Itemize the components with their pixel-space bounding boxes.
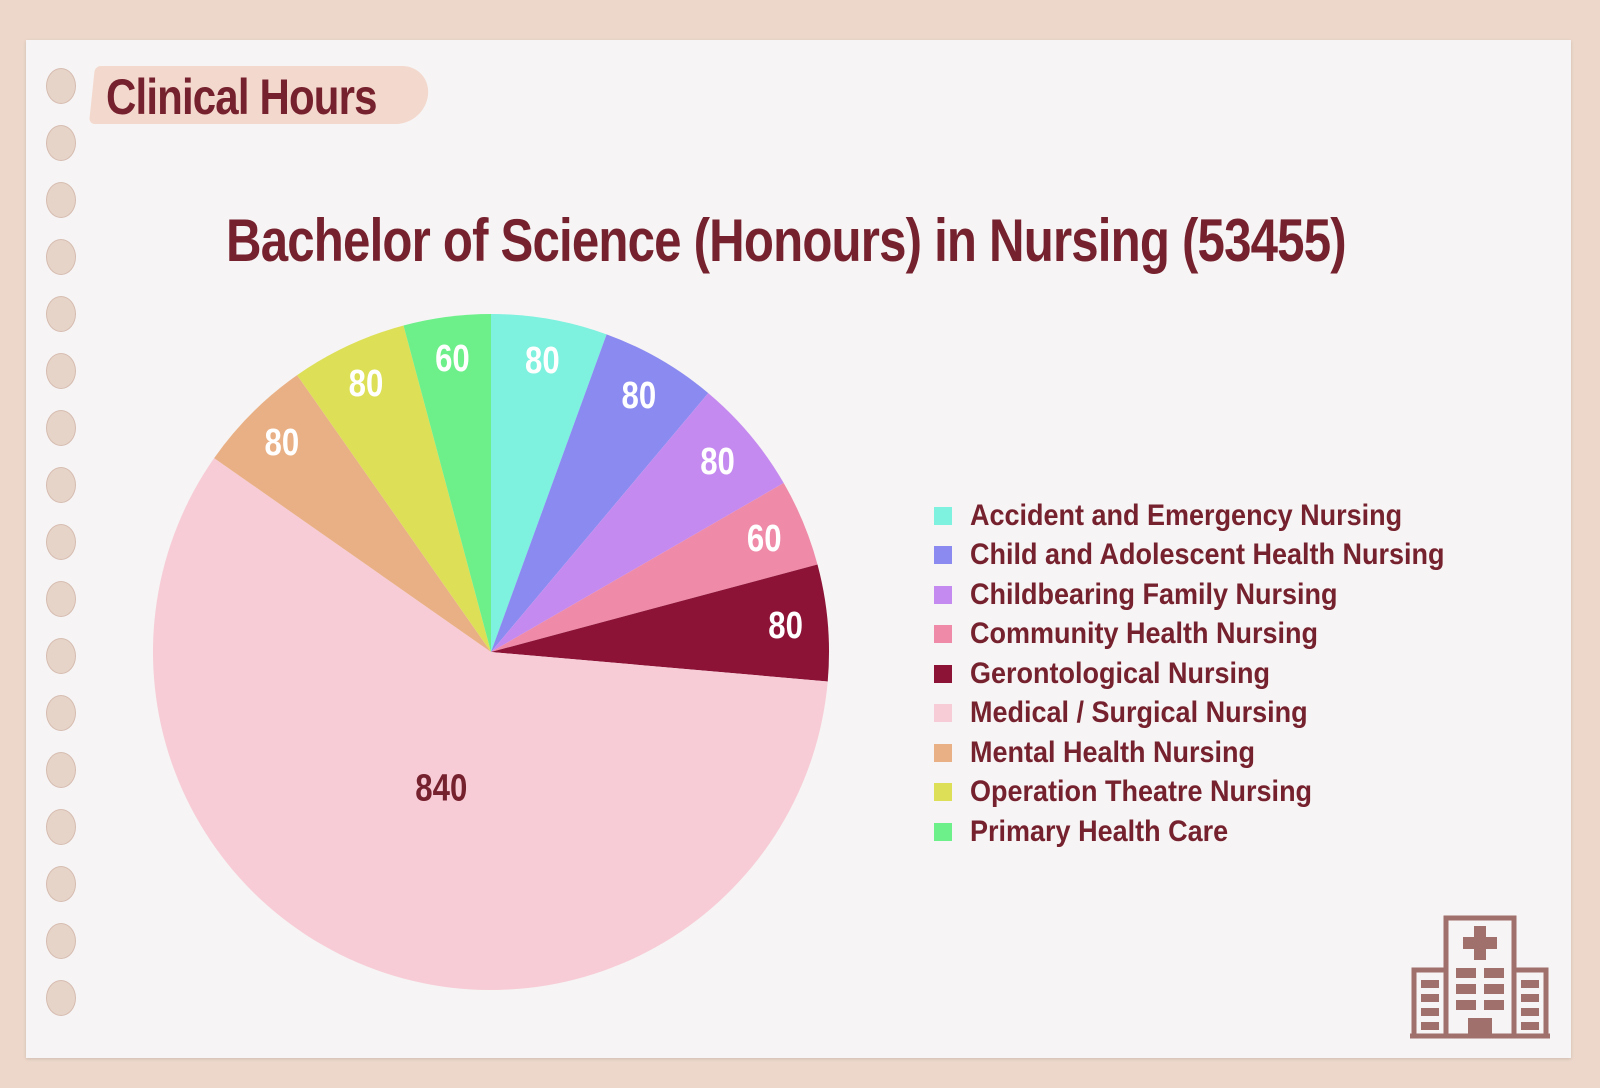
legend-item: Primary Health Care [934, 812, 1497, 852]
legend-swatch [934, 664, 952, 683]
legend-item: Community Health Nursing [934, 615, 1497, 655]
legend-swatch [934, 704, 952, 723]
legend-label: Medical / Surgical Nursing [970, 696, 1308, 730]
legend-item: Medical / Surgical Nursing [934, 694, 1497, 734]
pie-slice [214, 375, 492, 652]
legend-item: Mental Health Nursing [934, 733, 1497, 773]
pie-slice [491, 314, 607, 652]
legend-swatch [934, 585, 952, 604]
legend-label: Child and Adolescent Health Nursing [970, 538, 1445, 572]
slice-value-label: 80 [768, 605, 803, 647]
slice-value-label: 80 [622, 375, 657, 417]
slice-value-label: 80 [349, 363, 384, 405]
legend-label: Accident and Emergency Nursing [970, 498, 1403, 532]
pie-slice [403, 314, 491, 652]
binder-hole [46, 980, 76, 1016]
chart-title: Bachelor of Science (Honours) in Nursing… [226, 207, 1347, 274]
binder-hole [46, 410, 76, 446]
chart-legend: Accident and Emergency Nursing Child and … [934, 496, 1497, 852]
binder-hole [46, 182, 76, 218]
slice-value-label: 60 [747, 518, 782, 560]
slice-value-label: 80 [525, 340, 560, 382]
legend-swatch [934, 506, 952, 525]
binder-hole [46, 353, 76, 389]
pie-slice [153, 458, 828, 990]
binder-hole [46, 581, 76, 617]
legend-label: Operation Theatre Nursing [970, 775, 1313, 809]
legend-item: Child and Adolescent Health Nursing [934, 536, 1497, 576]
legend-label: Primary Health Care [970, 814, 1229, 848]
legend-item: Gerontological Nursing [934, 654, 1497, 694]
pie-slice [491, 334, 709, 652]
binder-hole [46, 923, 76, 959]
legend-item: Childbearing Family Nursing [934, 575, 1497, 615]
slice-value-label: 60 [435, 338, 470, 380]
legend-swatch [934, 743, 952, 762]
legend-swatch [934, 625, 952, 644]
legend-item: Accident and Emergency Nursing [934, 496, 1497, 536]
binder-hole [46, 125, 76, 161]
pie-slice [297, 325, 491, 652]
hospital-building-icon [1410, 915, 1550, 1039]
slice-value-label: 80 [700, 441, 735, 483]
slice-value-label: 840 [415, 768, 467, 810]
slice-value-label: 80 [265, 422, 300, 464]
legend-label: Gerontological Nursing [970, 656, 1271, 690]
pie-slice [491, 564, 829, 682]
binder-hole [46, 866, 76, 902]
binder-hole [46, 809, 76, 845]
binder-hole [46, 296, 76, 332]
binder-hole [46, 638, 76, 674]
legend-swatch [934, 546, 952, 565]
legend-label: Childbearing Family Nursing [970, 577, 1338, 611]
binder-hole [46, 524, 76, 560]
binder-hole [46, 695, 76, 731]
binder-hole [46, 467, 76, 503]
pie-slice [491, 393, 784, 652]
section-tag: Clinical Hours [106, 69, 377, 125]
legend-label: Community Health Nursing [970, 617, 1319, 651]
pie-slice [491, 483, 818, 652]
legend-swatch [934, 822, 952, 841]
binder-hole [46, 239, 76, 275]
legend-swatch [934, 783, 952, 802]
binder-hole [46, 752, 76, 788]
legend-item: Operation Theatre Nursing [934, 773, 1497, 813]
legend-label: Mental Health Nursing [970, 735, 1256, 769]
binder-hole [46, 68, 76, 104]
